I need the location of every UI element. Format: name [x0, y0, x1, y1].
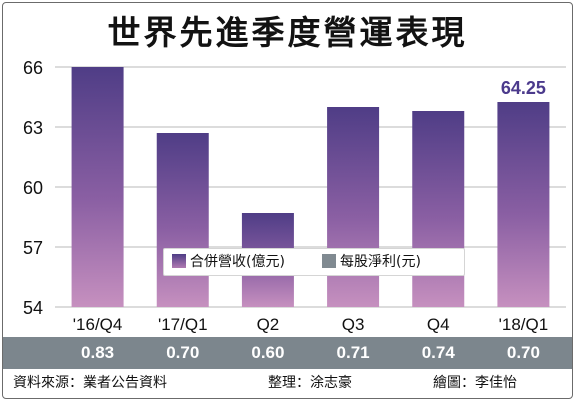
bar-revenue [497, 102, 550, 307]
eps-value: 0.71 [336, 343, 370, 362]
footer: 資料來源：業者公告資料 整理：涂志豪 繪圖：李佳怡 [3, 369, 572, 398]
eps-value: 0.83 [81, 343, 115, 362]
legend-swatch-revenue [172, 254, 186, 268]
x-tick-label: '16/Q4 [73, 315, 123, 334]
bar-chart: 54 57 60 63 66 '16/Q4 '17/Q1 Q2 Q3 Q4 '18/Q1 64.2… [23, 58, 566, 334]
legend-swatch-eps [322, 254, 336, 268]
footer-source: 資料來源：業者公告資料 [13, 375, 167, 391]
bar-revenue [156, 133, 209, 307]
gridlines [55, 66, 566, 308]
x-tick-labels: '16/Q4 '17/Q1 Q2 Q3 Q4 '18/Q1 [73, 315, 548, 334]
x-tick-label: '18/Q1 [499, 315, 549, 334]
legend: 合併營收(億元) 每股淨利(元) [163, 248, 465, 276]
y-tick-labels: 54 57 60 63 66 [23, 58, 43, 318]
y-tick-label: 60 [23, 178, 43, 198]
bar-revenue [412, 111, 465, 307]
chart-title: 世界先進季度營運表現 [107, 13, 468, 52]
x-tick-label: Q4 [427, 315, 450, 334]
data-label-last: 64.25 [501, 78, 546, 98]
eps-value: 0.74 [421, 343, 455, 362]
bar-revenue [327, 107, 380, 307]
legend-label-revenue: 合併營收(億元) [190, 254, 285, 270]
x-tick-label: Q2 [257, 315, 280, 334]
legend-item-eps: 每股淨利(元) [322, 249, 421, 275]
x-tick-label: '17/Q1 [158, 315, 208, 334]
bar-revenue [71, 67, 124, 307]
y-tick-label: 57 [23, 238, 43, 258]
eps-value: 0.60 [251, 343, 285, 362]
legend-label-eps: 每股淨利(元) [340, 254, 421, 270]
eps-value: 0.70 [506, 343, 540, 362]
footer-editor: 整理：涂志豪 [268, 375, 352, 391]
legend-item-revenue: 合併營收(億元) [172, 249, 285, 275]
y-tick-label: 54 [23, 298, 43, 318]
footer-illustrator: 繪圖：李佳怡 [433, 375, 517, 391]
eps-band: 0.83 0.70 0.60 0.71 0.74 0.70 [3, 337, 572, 369]
eps-value: 0.70 [166, 343, 200, 362]
x-tick-label: Q3 [342, 315, 365, 334]
y-tick-label: 63 [23, 118, 43, 138]
y-tick-label: 66 [23, 58, 43, 78]
annotations: 64.25 [501, 78, 546, 98]
